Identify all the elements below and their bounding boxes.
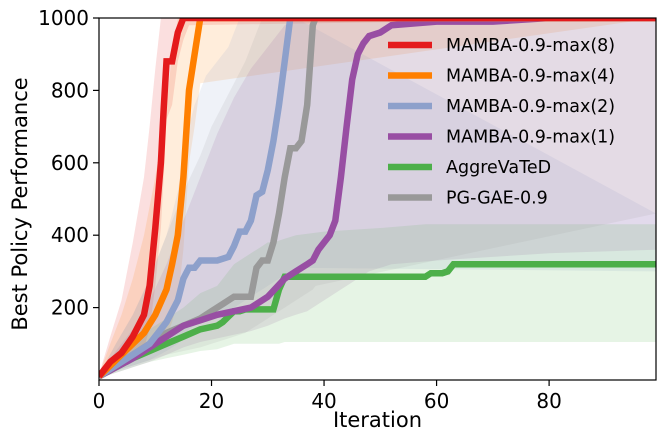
band-mamba-0-9-max-2: [99, 18, 656, 379]
y-ticks: 200 400 600 800 1000: [38, 6, 99, 320]
x-tick-label: 40: [311, 389, 336, 413]
y-tick-label: 800: [51, 78, 89, 102]
series-line-aggrevated: [99, 260, 656, 380]
y-tick-label: 400: [51, 223, 89, 247]
legend-label-mamba-0-9-max-8: MAMBA-0.9-max(8): [446, 36, 615, 56]
band-mamba-0-9-max-1: [99, 18, 656, 379]
y-tick-label: 200: [51, 296, 89, 320]
legend-label-mamba-0-9-max-4: MAMBA-0.9-max(4): [446, 67, 615, 87]
y-tick-label: 1000: [38, 6, 89, 30]
legend: MAMBA-0.9-max(8) MAMBA-0.9-max(4) MAMBA-0.…: [388, 36, 615, 209]
legend-label-mamba-0-9-max-1: MAMBA-0.9-max(1): [446, 128, 615, 148]
series-line-mamba-0-9-max-2: [99, 18, 656, 380]
y-tick-label: 600: [51, 151, 89, 175]
x-tick-label: 0: [93, 389, 106, 413]
series-line-mamba-0-9-max-1: [99, 18, 656, 380]
y-axis-label: Best Policy Performance: [8, 77, 32, 330]
x-tick-label: 60: [424, 389, 449, 413]
legend-label-mamba-0-9-max-2: MAMBA-0.9-max(2): [446, 97, 615, 117]
series-line-mamba-0-9-max-8: [99, 18, 656, 379]
legend-label-pg-gae-0-9: PG-GAE-0.9: [446, 189, 548, 209]
band-pg-gae-0-9: [99, 18, 656, 379]
x-ticks: 0 20 40 60 80: [93, 380, 562, 413]
legend-label-aggrevated: AggreVaTeD: [446, 158, 551, 178]
x-tick-label: 80: [536, 389, 561, 413]
x-tick-label: 20: [199, 389, 224, 413]
series-lines: [99, 18, 656, 380]
plot-frame: [98, 17, 657, 381]
confidence-bands: [99, 18, 656, 379]
x-axis-label: Iteration: [333, 408, 422, 432]
